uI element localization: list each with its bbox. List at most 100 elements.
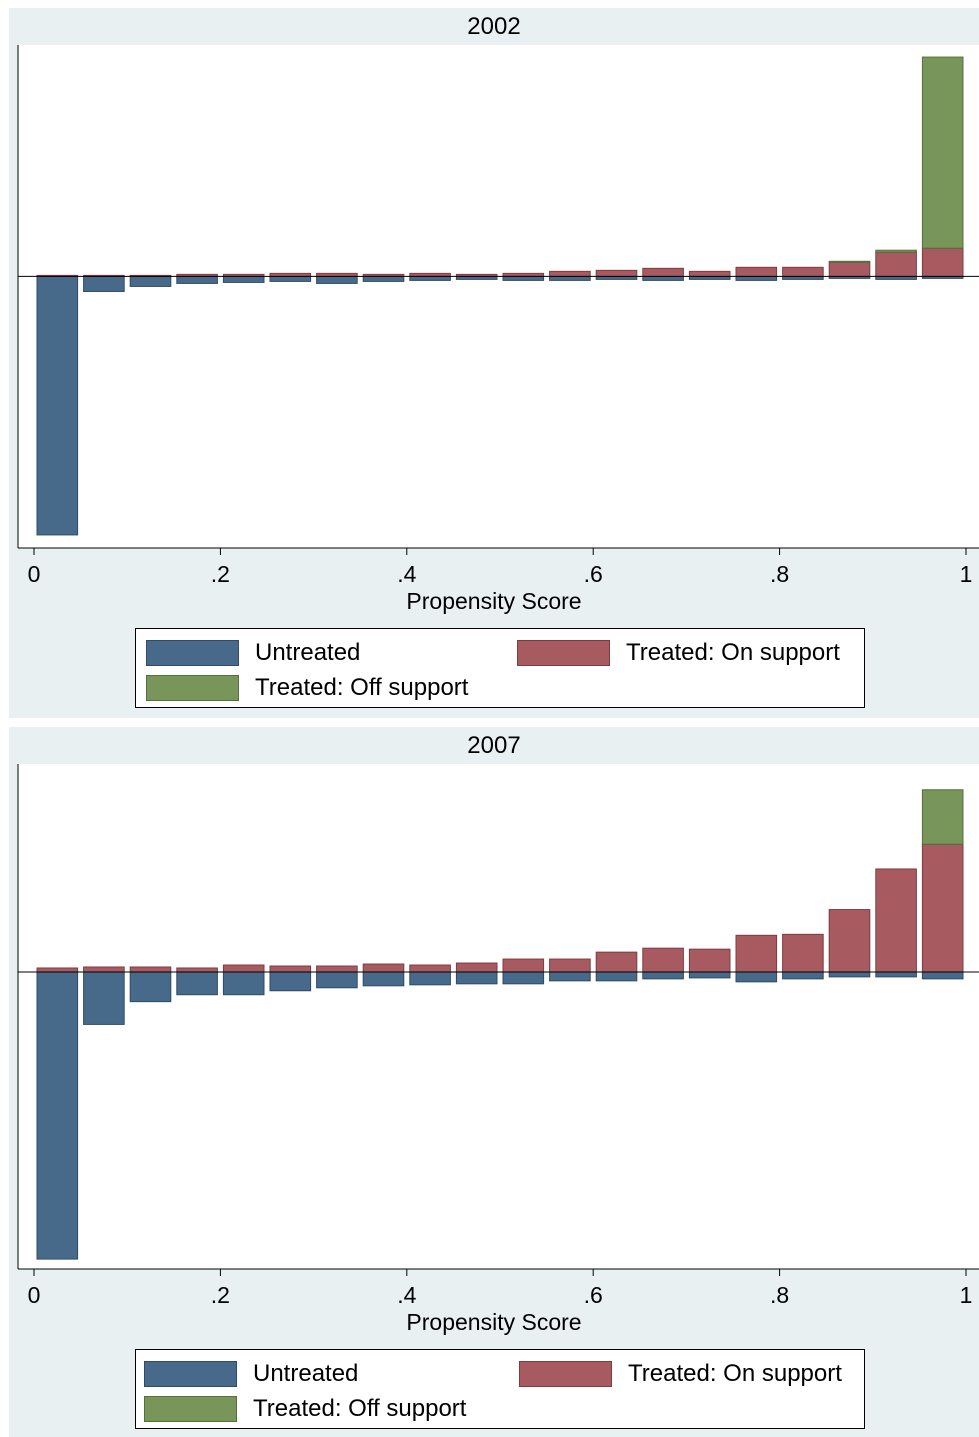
x-tick-label: 1 [960,1282,973,1308]
x-tick-label: .4 [397,561,416,587]
bar-untreated [316,275,358,284]
chart-panel-2007: 2007 0 .2 .4 .6 .8 1 Propensity Score Untreat… [9,727,979,1437]
plot-area-2007: 0 .2 .4 .6 .8 1 [17,764,979,1308]
bar-treated-on-support [688,270,731,277]
legend-swatch-on-support [517,640,610,666]
bar-untreated [875,971,917,978]
bar-treated-on-support [828,909,871,973]
bar-treated-on-support [921,843,964,973]
bar-untreated [316,971,358,989]
bar-treated-on-support [269,965,312,973]
x-tick-label: .2 [211,1282,230,1308]
legend-item-untreated: Untreated [146,639,360,667]
bar-untreated [409,275,451,281]
bar-untreated [455,971,498,985]
bar-untreated [83,275,125,292]
bar-untreated [36,971,79,1260]
x-tick-label: .8 [770,1282,789,1308]
bar-untreated [921,971,964,980]
bar-untreated [828,971,871,978]
chart-title: 2007 [467,732,521,759]
bar-untreated [502,275,545,281]
bar-untreated [362,275,405,282]
bar-untreated [269,971,312,992]
bar-treated-off-support [921,789,964,845]
bar-untreated [129,971,172,1003]
legend-label: Treated: On support [628,1360,842,1387]
legend: Untreated Treated: On support Treated: O… [135,628,865,708]
legend: Untreated Treated: On support Treated: O… [135,1349,865,1429]
bar-treated-on-support [549,958,591,973]
legend-item-off-support: Treated: Off support [146,674,468,702]
bar-treated-on-support [828,261,871,277]
bar-treated-on-support [595,951,638,973]
bar-treated-on-support [455,962,498,973]
chart-panel-2002: 2002 0 .2 .4 .6 .8 1 Propensity Score Untreat… [9,8,979,718]
bar-treated-on-support [316,965,358,973]
plot-area-2002: 0 .2 .4 .6 .8 1 [17,45,979,587]
bar-untreated [362,971,405,987]
bar-treated-on-support [222,964,265,973]
bar-untreated [642,971,684,980]
chart-title: 2002 [467,13,521,40]
bar-untreated [735,275,778,281]
bar-treated-on-support [782,933,824,973]
legend-item-on-support: Treated: On support [519,1360,842,1388]
x-tick-label: .2 [211,561,230,587]
bar-untreated [269,275,312,282]
legend-swatch-on-support [519,1361,612,1387]
bar-treated-off-support [921,56,964,249]
legend-swatch-untreated [144,1361,237,1387]
bar-treated-on-support [502,958,545,973]
bar-treated-on-support [921,247,964,277]
legend-item-on-support: Treated: On support [517,639,840,667]
legend-swatch-off-support [146,675,239,701]
x-tick-label: .4 [397,1282,416,1308]
bar-treated-on-support [36,967,79,973]
bar-treated-on-support [176,967,218,973]
bar-untreated [502,971,545,985]
bar-untreated [409,971,451,986]
bar-treated-on-support [735,266,778,277]
plot-background [18,45,979,548]
bar-treated-off-support [828,260,871,263]
bar-untreated [176,275,218,284]
legend-swatch-off-support [144,1396,237,1422]
bar-treated-on-support [875,868,917,973]
x-tick-label: .8 [770,561,789,587]
bar-untreated [735,971,778,983]
legend-label: Treated: On support [626,639,840,666]
x-tick-label: 0 [28,561,41,587]
bar-untreated [176,971,218,996]
bar-treated-on-support [549,270,591,277]
legend-label: Treated: Off support [253,1395,467,1422]
bar-untreated [129,275,172,287]
bar-untreated [36,275,79,536]
bar-treated-on-support [362,963,405,973]
bar-untreated [222,971,265,996]
x-axis-label: Propensity Score [406,1309,582,1335]
legend-item-off-support: Treated: Off support [144,1395,466,1423]
bar-untreated [688,971,731,979]
bar-untreated [83,971,125,1025]
bar-treated-on-support [735,934,778,973]
x-tick-label: 0 [28,1282,41,1308]
bar-treated-on-support [642,267,684,277]
x-tick-label: 1 [960,561,973,587]
x-tick-label: .6 [584,1282,603,1308]
plot-background [18,764,979,1269]
bar-treated-on-support [642,947,684,973]
x-tick-label: .6 [584,561,603,587]
legend-swatch-untreated [146,640,239,666]
bar-untreated [782,971,824,980]
legend-item-untreated: Untreated [144,1360,358,1388]
bar-treated-on-support [129,966,172,973]
bar-untreated [549,275,591,281]
bar-treated-on-support [83,966,125,973]
bar-treated-on-support [782,266,824,277]
bar-untreated [642,275,684,281]
bar-untreated [595,971,638,982]
legend-label: Untreated [253,1360,359,1387]
legend-label: Treated: Off support [255,674,469,701]
legend-label: Untreated [255,639,361,666]
